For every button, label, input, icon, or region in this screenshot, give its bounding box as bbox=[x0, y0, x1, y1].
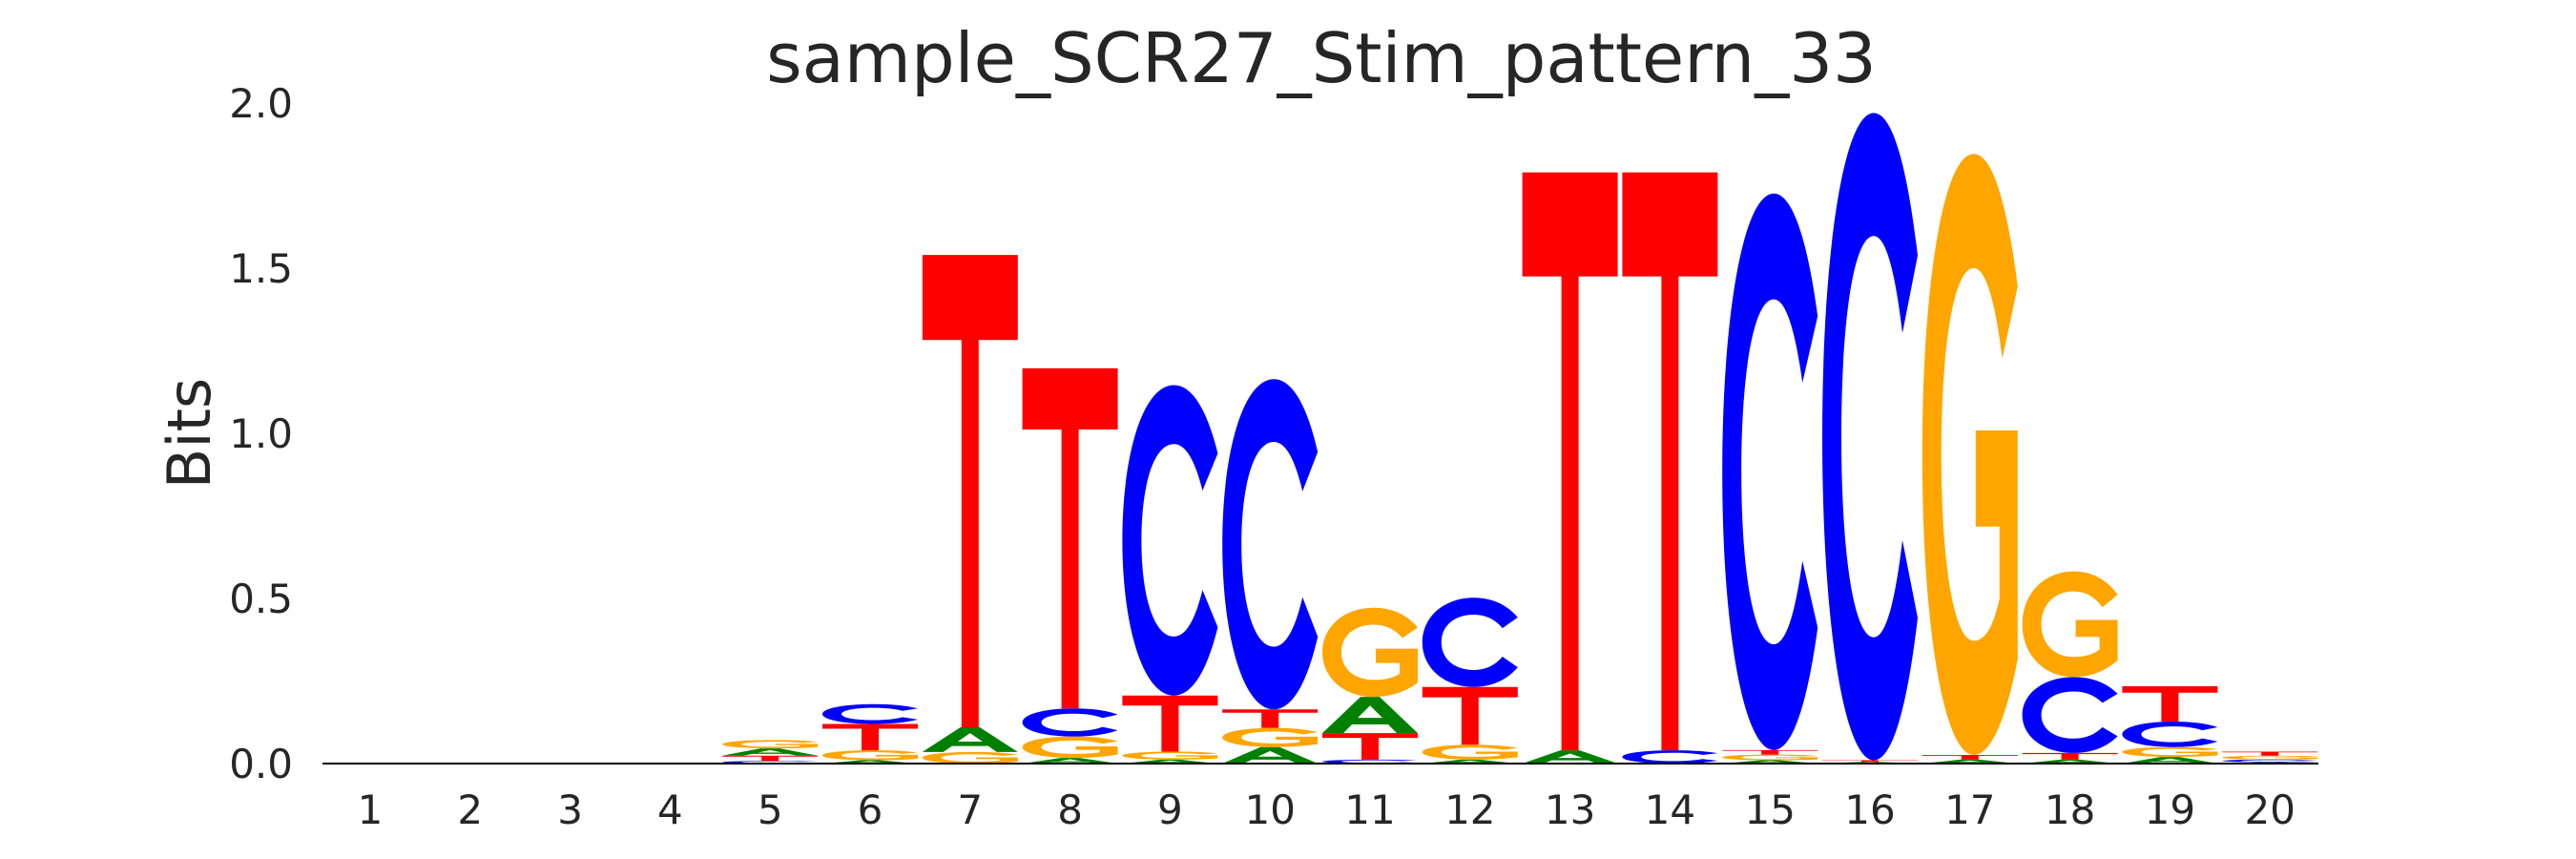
y-axis-label: Bits bbox=[155, 378, 224, 489]
logo-letter-G bbox=[1422, 744, 1518, 760]
logo-letter-C bbox=[1022, 708, 1118, 737]
logo-letter-T bbox=[722, 755, 819, 762]
logo-column-6 bbox=[822, 703, 918, 764]
logo-letter-G bbox=[822, 750, 918, 761]
x-tick-label: 8 bbox=[1057, 786, 1083, 833]
x-tick-label: 11 bbox=[1344, 786, 1395, 833]
logo-column-18 bbox=[2022, 571, 2118, 764]
logo-letter-T bbox=[1222, 709, 1319, 728]
logo-letter-G bbox=[1122, 751, 1218, 760]
x-tick-label: 15 bbox=[1744, 786, 1795, 833]
x-tick-label: 10 bbox=[1244, 786, 1295, 833]
logo-letter-T bbox=[1422, 686, 1518, 745]
logo-letter-A bbox=[1222, 746, 1319, 764]
logo-letter-A bbox=[1422, 759, 1518, 764]
logo-letter-A bbox=[722, 748, 819, 756]
x-tick-label: 4 bbox=[657, 786, 683, 833]
logo-letter-C bbox=[1122, 385, 1218, 696]
logo-column-13 bbox=[1522, 172, 1618, 764]
logo-letter-T bbox=[1522, 172, 1618, 751]
x-tick-label: 9 bbox=[1157, 786, 1183, 833]
logo-letter-A bbox=[2022, 759, 2118, 764]
logo-letter-T bbox=[1822, 760, 1918, 763]
x-tick-label: 12 bbox=[1444, 786, 1495, 833]
logo-letter-G bbox=[1022, 736, 1118, 759]
logo-letter-C bbox=[1322, 759, 1418, 764]
logo-letter-T bbox=[2022, 752, 2118, 760]
x-axis-ticks: 1 2 3 4 5 6 7 8 9 10 11 12 13 14 15 16 17 18 19 20 bbox=[358, 786, 2296, 833]
logo-letter-A bbox=[1322, 697, 1418, 734]
x-tick-label: 18 bbox=[2045, 786, 2095, 833]
logo-column-12 bbox=[1422, 597, 1518, 764]
logo-letter-C bbox=[1422, 597, 1518, 687]
x-tick-label: 5 bbox=[758, 786, 783, 833]
logo-column-19 bbox=[2122, 686, 2218, 764]
logo-letter-A bbox=[1022, 758, 1118, 764]
x-tick-label: 17 bbox=[1944, 786, 1995, 833]
logo-letter-T bbox=[1022, 367, 1118, 709]
logo-letter-C bbox=[1222, 379, 1319, 710]
logo-column-8 bbox=[1022, 367, 1118, 764]
logo-letter-C bbox=[1822, 113, 1918, 761]
logo-column-15 bbox=[1722, 193, 1818, 764]
logo-column-5 bbox=[722, 740, 819, 764]
x-tick-label: 6 bbox=[858, 786, 883, 833]
logo-letter-G bbox=[722, 740, 819, 749]
logo-letter-A bbox=[1922, 759, 2018, 764]
logo-letter-A bbox=[1122, 759, 1218, 764]
chart-title: sample_SCR27_Stim_pattern_33 bbox=[766, 18, 1877, 98]
logo-letter-A bbox=[922, 726, 1018, 752]
logo-letter-G bbox=[922, 751, 1018, 764]
logo-letter-C bbox=[2122, 722, 2218, 747]
logo-letter-T bbox=[1322, 733, 1418, 760]
x-tick-label: 13 bbox=[1545, 786, 1595, 833]
logo-letter-G bbox=[1222, 727, 1319, 747]
logo-letter-T bbox=[922, 255, 1018, 727]
logo-column-11 bbox=[1322, 607, 1418, 764]
logo-letter-C bbox=[822, 703, 918, 724]
x-tick-label: 3 bbox=[557, 786, 583, 833]
x-tick-label: 16 bbox=[1844, 786, 1895, 833]
logo-letter-T bbox=[1122, 695, 1218, 752]
logo-letter-G bbox=[2122, 746, 2218, 758]
logo-letter-G bbox=[2222, 755, 2318, 760]
x-tick-label: 19 bbox=[2145, 786, 2195, 833]
logo-letter-T bbox=[2222, 751, 2318, 756]
x-tick-label: 20 bbox=[2244, 786, 2295, 833]
y-axis-ticks: 0.0 0.5 1.0 1.5 2.0 bbox=[229, 80, 293, 787]
y-tick-label: 0.0 bbox=[229, 741, 293, 787]
y-tick-label: 2.0 bbox=[229, 80, 293, 127]
y-tick-label: 1.5 bbox=[229, 245, 293, 292]
logo-column-20 bbox=[2222, 751, 2318, 764]
x-tick-label: 7 bbox=[957, 786, 983, 833]
logo-column-17 bbox=[1922, 154, 2018, 764]
logo-letter-G bbox=[1922, 154, 2018, 756]
logo-letter-T bbox=[1722, 749, 1818, 755]
logo-letter-C bbox=[1622, 750, 1718, 764]
logo-column-7 bbox=[922, 255, 1018, 764]
x-tick-label: 14 bbox=[1645, 786, 1695, 833]
logo-letter-G bbox=[1722, 754, 1818, 761]
logo-letter-A bbox=[2122, 757, 2218, 764]
y-tick-label: 0.5 bbox=[229, 576, 293, 622]
y-tick-label: 1.0 bbox=[229, 410, 293, 457]
x-tick-label: 1 bbox=[358, 786, 384, 833]
logo-letter-T bbox=[822, 723, 918, 751]
logo-column-14 bbox=[1622, 172, 1718, 764]
logo-letter-G bbox=[1322, 607, 1418, 698]
logo-letter-G bbox=[2022, 571, 2118, 678]
logo-column-16 bbox=[1822, 113, 1918, 764]
logo-stacks bbox=[722, 113, 2318, 764]
logo-letter-T bbox=[2122, 686, 2218, 723]
logo-column-10 bbox=[1222, 379, 1319, 764]
logo-letter-C bbox=[2022, 677, 2118, 753]
logo-letter-T bbox=[1622, 172, 1718, 751]
logo-letter-T bbox=[1922, 755, 2018, 760]
logo-letter-A bbox=[1522, 750, 1618, 764]
logo-letter-C bbox=[2222, 759, 2318, 763]
logo-column-9 bbox=[1122, 385, 1218, 764]
logo-letter-C bbox=[1722, 193, 1818, 750]
x-tick-label: 2 bbox=[457, 786, 483, 833]
